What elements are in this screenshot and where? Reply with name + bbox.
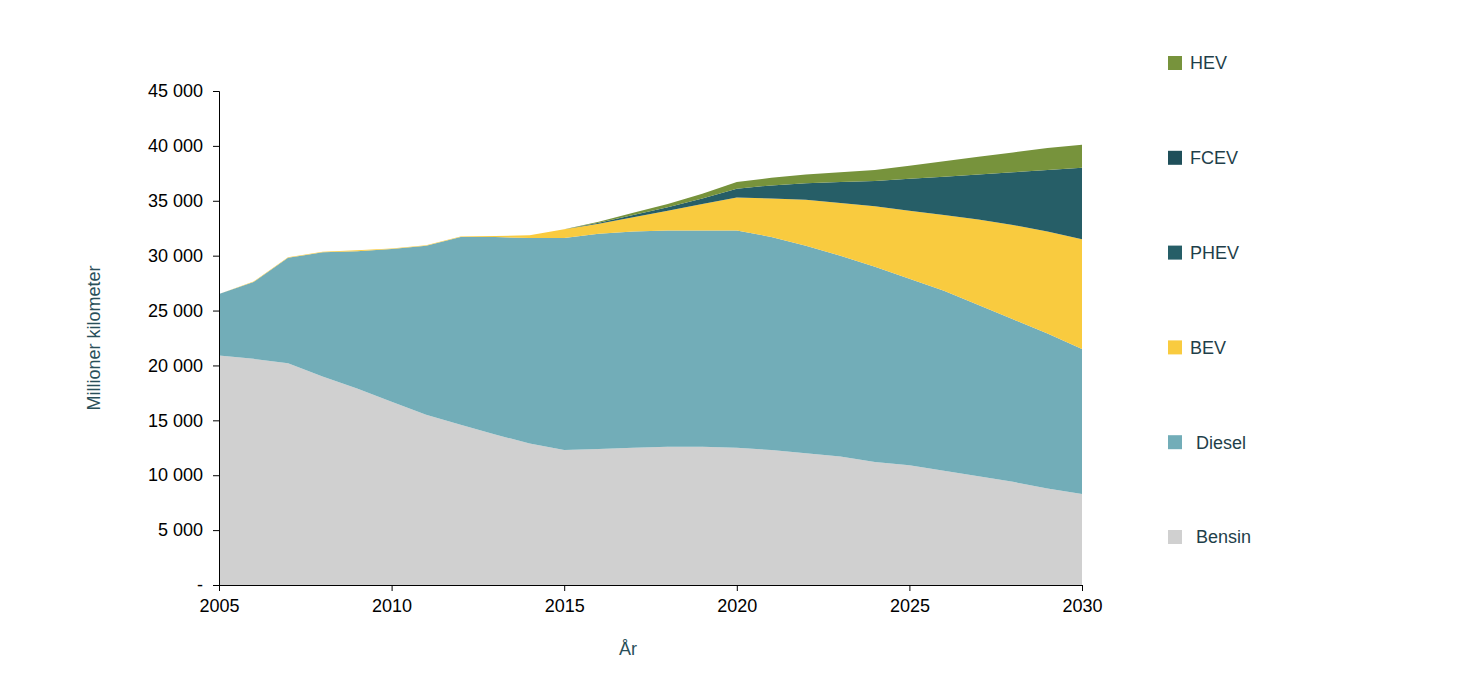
y-tick-label: -	[197, 575, 203, 595]
legend-swatch	[1168, 56, 1182, 70]
y-tick-label: 20 000	[148, 356, 203, 376]
y-tick: 15 000	[148, 411, 219, 431]
y-tick: 35 000	[148, 191, 219, 211]
x-tick-mark	[909, 585, 910, 591]
x-tick: 2015	[545, 585, 585, 616]
areas	[219, 145, 1082, 585]
y-tick: 45 000	[148, 81, 219, 101]
legend-item: HEV	[1168, 53, 1227, 73]
y-tick-label: 30 000	[148, 246, 203, 266]
y-tick-mark	[213, 146, 219, 147]
y-tick-label: 35 000	[148, 191, 203, 211]
legend-swatch	[1168, 151, 1182, 165]
y-tick-mark	[213, 256, 219, 257]
x-tick-label: 2015	[545, 596, 585, 616]
y-tick-label: 25 000	[148, 301, 203, 321]
x-axis: 2005 2010 2015 2020 2025 2030	[199, 585, 1102, 616]
legend-swatch	[1168, 435, 1182, 449]
legend-item: Bensin	[1168, 527, 1251, 547]
legend-label: Diesel	[1196, 433, 1246, 453]
y-tick-label: 45 000	[148, 81, 203, 101]
x-tick-label: 2030	[1062, 596, 1102, 616]
y-tick-mark	[213, 530, 219, 531]
y-tick-label: 40 000	[148, 136, 203, 156]
x-tick-label: 2020	[717, 596, 757, 616]
legend-label: FCEV	[1190, 148, 1238, 168]
x-tick-mark	[564, 585, 565, 591]
y-tick: 20 000	[148, 356, 219, 376]
y-tick-mark	[213, 91, 219, 92]
x-axis-title: År	[619, 639, 637, 659]
y-tick-mark	[213, 585, 219, 586]
plot: - 5 000 10 000 15 000 20 000 25 000 30 000 35 0…	[148, 81, 1103, 616]
y-tick-label: 15 000	[148, 411, 203, 431]
x-tick: 2025	[890, 585, 930, 616]
y-tick-mark	[213, 201, 219, 202]
y-axis: - 5 000 10 000 15 000 20 000 25 000 30 000 35 0…	[148, 81, 220, 595]
x-tick-label: 2010	[372, 596, 412, 616]
x-tick-label: 2005	[199, 596, 239, 616]
y-tick-mark	[213, 365, 219, 366]
x-tick-mark	[392, 585, 393, 591]
x-tick: 2010	[372, 585, 412, 616]
y-tick-label: 5 000	[158, 520, 203, 540]
legend-label: HEV	[1190, 53, 1227, 73]
legend-label: BEV	[1190, 338, 1226, 358]
y-tick-mark	[213, 311, 219, 312]
x-axis-line	[220, 586, 1083, 592]
x-tick-mark	[219, 585, 220, 591]
legend-item: PHEV	[1168, 243, 1239, 263]
y-tick: 5 000	[158, 520, 219, 540]
y-tick: 25 000	[148, 301, 219, 321]
legend-swatch	[1168, 530, 1182, 544]
legend-swatch	[1168, 340, 1182, 354]
area	[219, 168, 1082, 294]
x-tick-mark	[737, 585, 738, 591]
y-tick: 10 000	[148, 465, 219, 485]
y-tick: 40 000	[148, 136, 219, 156]
x-tick-mark	[1082, 585, 1083, 591]
legend-swatch	[1168, 246, 1182, 260]
y-tick-mark	[213, 475, 219, 476]
y-tick-mark	[213, 420, 219, 421]
area	[219, 168, 1082, 294]
x-tick-label: 2025	[890, 596, 930, 616]
area	[219, 145, 1082, 294]
x-tick: 2005	[199, 585, 239, 616]
y-tick: -	[197, 575, 219, 595]
legend-label: Bensin	[1196, 527, 1251, 547]
area	[219, 197, 1082, 348]
x-tick: 2020	[717, 585, 757, 616]
legend-item: BEV	[1168, 338, 1226, 358]
y-tick-label: 10 000	[148, 465, 203, 485]
legend-item: Diesel	[1168, 433, 1246, 453]
chart: - 5 000 10 000 15 000 20 000 25 000 30 000 35 0…	[0, 0, 1465, 696]
y-tick: 30 000	[148, 246, 219, 266]
y-axis-title: Millioner kilometer	[84, 265, 104, 410]
y-axis-line	[213, 92, 220, 586]
x-tick: 2030	[1062, 585, 1102, 616]
legend: HEV FCEV PHEV BEV Diesel Bensin	[1168, 53, 1251, 547]
legend-item: FCEV	[1168, 148, 1238, 168]
legend-label: PHEV	[1190, 243, 1239, 263]
